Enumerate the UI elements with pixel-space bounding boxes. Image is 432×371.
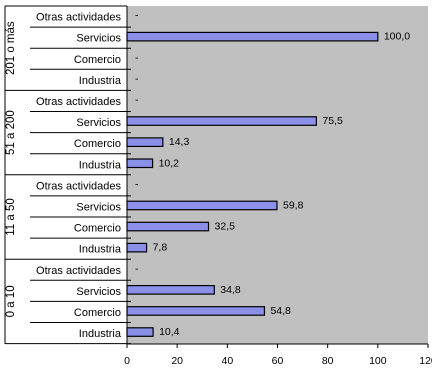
category-label: Comercio bbox=[74, 223, 121, 235]
category-label: Otras actividades bbox=[36, 265, 121, 277]
labels-layer: Otras actividades - Servicios 100,0 Comercio… bbox=[5, 10, 410, 340]
axes-layer: 0 20 40 60 80 100 120 bbox=[4, 5, 432, 367]
value-label: 34,8 bbox=[220, 284, 241, 296]
group-label: 51 a 200 bbox=[5, 110, 17, 155]
bar bbox=[126, 306, 266, 316]
x-tick-label: 0 bbox=[124, 355, 130, 367]
category-label: Otras actividades bbox=[36, 180, 121, 192]
bar bbox=[126, 31, 379, 42]
bar bbox=[126, 221, 210, 232]
x-tick-label: 60 bbox=[272, 355, 284, 367]
value-label: - bbox=[135, 263, 139, 275]
bar bbox=[126, 200, 278, 211]
category-label: Comercio bbox=[74, 307, 121, 319]
group-label: 201 o más bbox=[5, 21, 17, 75]
category-label: Comercio bbox=[74, 54, 121, 66]
bar bbox=[126, 327, 154, 337]
x-tick-label: 120 bbox=[419, 355, 432, 367]
value-label: 10,4 bbox=[159, 326, 180, 338]
category-label: Industria bbox=[79, 75, 122, 87]
category-label: Servicios bbox=[76, 117, 121, 129]
value-label: 32,5 bbox=[215, 221, 236, 233]
bar bbox=[126, 116, 317, 126]
bar bbox=[126, 242, 148, 253]
bar bbox=[126, 158, 154, 169]
value-label: 7,8 bbox=[153, 242, 168, 254]
category-label: Servicios bbox=[76, 286, 121, 298]
value-label: 54,8 bbox=[270, 305, 291, 317]
value-label: 14,3 bbox=[169, 136, 190, 148]
value-label: 75,5 bbox=[322, 115, 343, 127]
value-label: 100,0 bbox=[384, 31, 410, 43]
x-tick-label: 20 bbox=[171, 355, 183, 367]
value-label: - bbox=[135, 73, 139, 85]
value-label: - bbox=[135, 10, 139, 22]
category-label: Comercio bbox=[74, 138, 121, 150]
group-label: 0 a 10 bbox=[5, 285, 17, 317]
x-tick-label: 40 bbox=[221, 355, 233, 367]
category-label: Servicios bbox=[76, 201, 121, 213]
value-label: - bbox=[135, 52, 139, 64]
category-label: Otras actividades bbox=[36, 96, 121, 108]
value-label: - bbox=[135, 178, 139, 190]
bar bbox=[126, 137, 164, 147]
value-label: 10,2 bbox=[159, 157, 180, 169]
category-label: Industria bbox=[79, 328, 122, 340]
value-label: 59,8 bbox=[283, 199, 304, 211]
value-label: - bbox=[135, 94, 139, 106]
category-label: Otras actividades bbox=[36, 12, 121, 24]
bar bbox=[126, 285, 215, 295]
x-tick-label: 80 bbox=[322, 355, 334, 367]
x-tick-label: 100 bbox=[369, 355, 387, 367]
category-label: Servicios bbox=[76, 33, 121, 45]
category-label: Industria bbox=[79, 244, 122, 256]
group-label: 11 a 50 bbox=[5, 198, 17, 236]
category-label: Industria bbox=[79, 159, 122, 171]
